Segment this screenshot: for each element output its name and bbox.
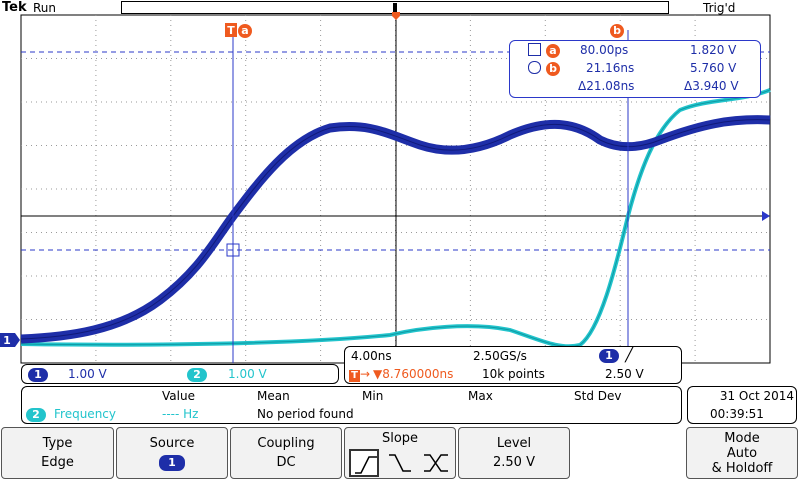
coupling-softkey[interactable]: Coupling DC — [230, 427, 342, 479]
horizontal-readout: 4.00ns 2.50GS/s 1 ╱ T → ▼8.760000ns 10k p… — [344, 346, 682, 384]
type-softkey[interactable]: Type Edge — [1, 427, 114, 479]
meas-header-min: Min — [362, 389, 384, 403]
source-softkey[interactable]: Source 1 — [116, 427, 228, 479]
trigger-position: ▼8.760000ns — [373, 367, 454, 381]
ch1-waveform — [20, 115, 771, 344]
date-text: 31 Oct 2014 — [719, 389, 794, 403]
meas-row-name: Frequency — [54, 407, 116, 421]
cursor-a-top-badge[interactable]: a — [238, 23, 252, 38]
datetime-readout: 31 Oct 2014 00:39:51 — [687, 386, 797, 424]
sample-rate: 2.50GS/s — [473, 349, 527, 363]
trigger-source-badge: 1 — [599, 348, 619, 363]
ch1-ground-marker: 1 — [0, 333, 20, 347]
cursor-b-top-badge[interactable]: b — [610, 23, 624, 38]
circle-icon — [528, 61, 541, 77]
ch1-badge[interactable]: 1 — [28, 367, 48, 382]
meas-header-value: Value — [162, 389, 195, 403]
meas-row-value: ---- Hz — [162, 407, 199, 421]
trigger-level-arrow — [762, 211, 770, 221]
meas-row-ch-badge[interactable]: 2 — [26, 407, 46, 422]
time-per-div: 4.00ns — [351, 349, 392, 363]
trigger-position-marker — [392, 12, 400, 20]
svg-text:1: 1 — [3, 334, 11, 347]
time-text: 00:39:51 — [710, 407, 764, 421]
cursor-a-time: 80.00ps — [580, 43, 629, 57]
cursor-b-time: 21.16ns — [586, 61, 635, 75]
either-slope-icon[interactable] — [421, 449, 451, 477]
record-length: 10k points — [482, 367, 545, 381]
cursor-readout: a 80.00ps 1.820 V b 21.16ns 5.760 V Δ21.… — [509, 40, 761, 98]
cursor-b-volt: 5.760 V — [690, 61, 737, 75]
run-state: Run — [33, 1, 57, 15]
ch1-scale: 1.00 V — [68, 367, 107, 381]
source-ch1-chip: 1 — [159, 455, 185, 471]
trigger-t-small-icon: T → — [349, 367, 370, 382]
cursor-delta-time: Δ21.08ns — [578, 79, 635, 93]
meas-header-mean: Mean — [257, 389, 290, 403]
meas-header-stddev: Std Dev — [574, 389, 622, 403]
cursor-b-badge: b — [546, 61, 560, 76]
square-icon — [528, 43, 541, 59]
cursor-a-volt: 1.820 V — [690, 43, 737, 57]
cursor-a-badge: a — [546, 43, 560, 58]
trigger-state: Trig'd — [703, 1, 736, 15]
ch2-waveform — [20, 88, 771, 349]
measurement-table: Value Mean Min Max Std Dev 2 Frequency -… — [21, 386, 682, 424]
level-softkey[interactable]: Level 2.50 V — [458, 427, 570, 479]
meas-header-max: Max — [468, 389, 493, 403]
record-window-indicator — [393, 3, 397, 12]
ch2-badge[interactable]: 2 — [187, 367, 207, 382]
mode-softkey[interactable]: Mode Auto & Holdoff — [686, 427, 798, 479]
channel-scale-readout: 1 1.00 V 2 1.00 V — [21, 364, 339, 384]
trigger-t-icon: T — [225, 23, 237, 37]
meas-row-note: No period found — [257, 407, 354, 421]
slope-softkey[interactable]: Slope — [344, 427, 456, 479]
rising-slope-icon[interactable] — [349, 449, 379, 477]
brand-logo: Tek — [2, 0, 27, 15]
trigger-level: 2.50 V — [605, 367, 644, 381]
falling-slope-icon[interactable] — [385, 449, 415, 477]
rising-edge-icon: ╱ — [625, 347, 634, 363]
svg-text:T: T — [227, 24, 235, 37]
cursor-a-square-marker — [226, 243, 240, 257]
cursor-delta-volt: Δ3.940 V — [684, 79, 739, 93]
ch2-scale: 1.00 V — [228, 367, 267, 381]
